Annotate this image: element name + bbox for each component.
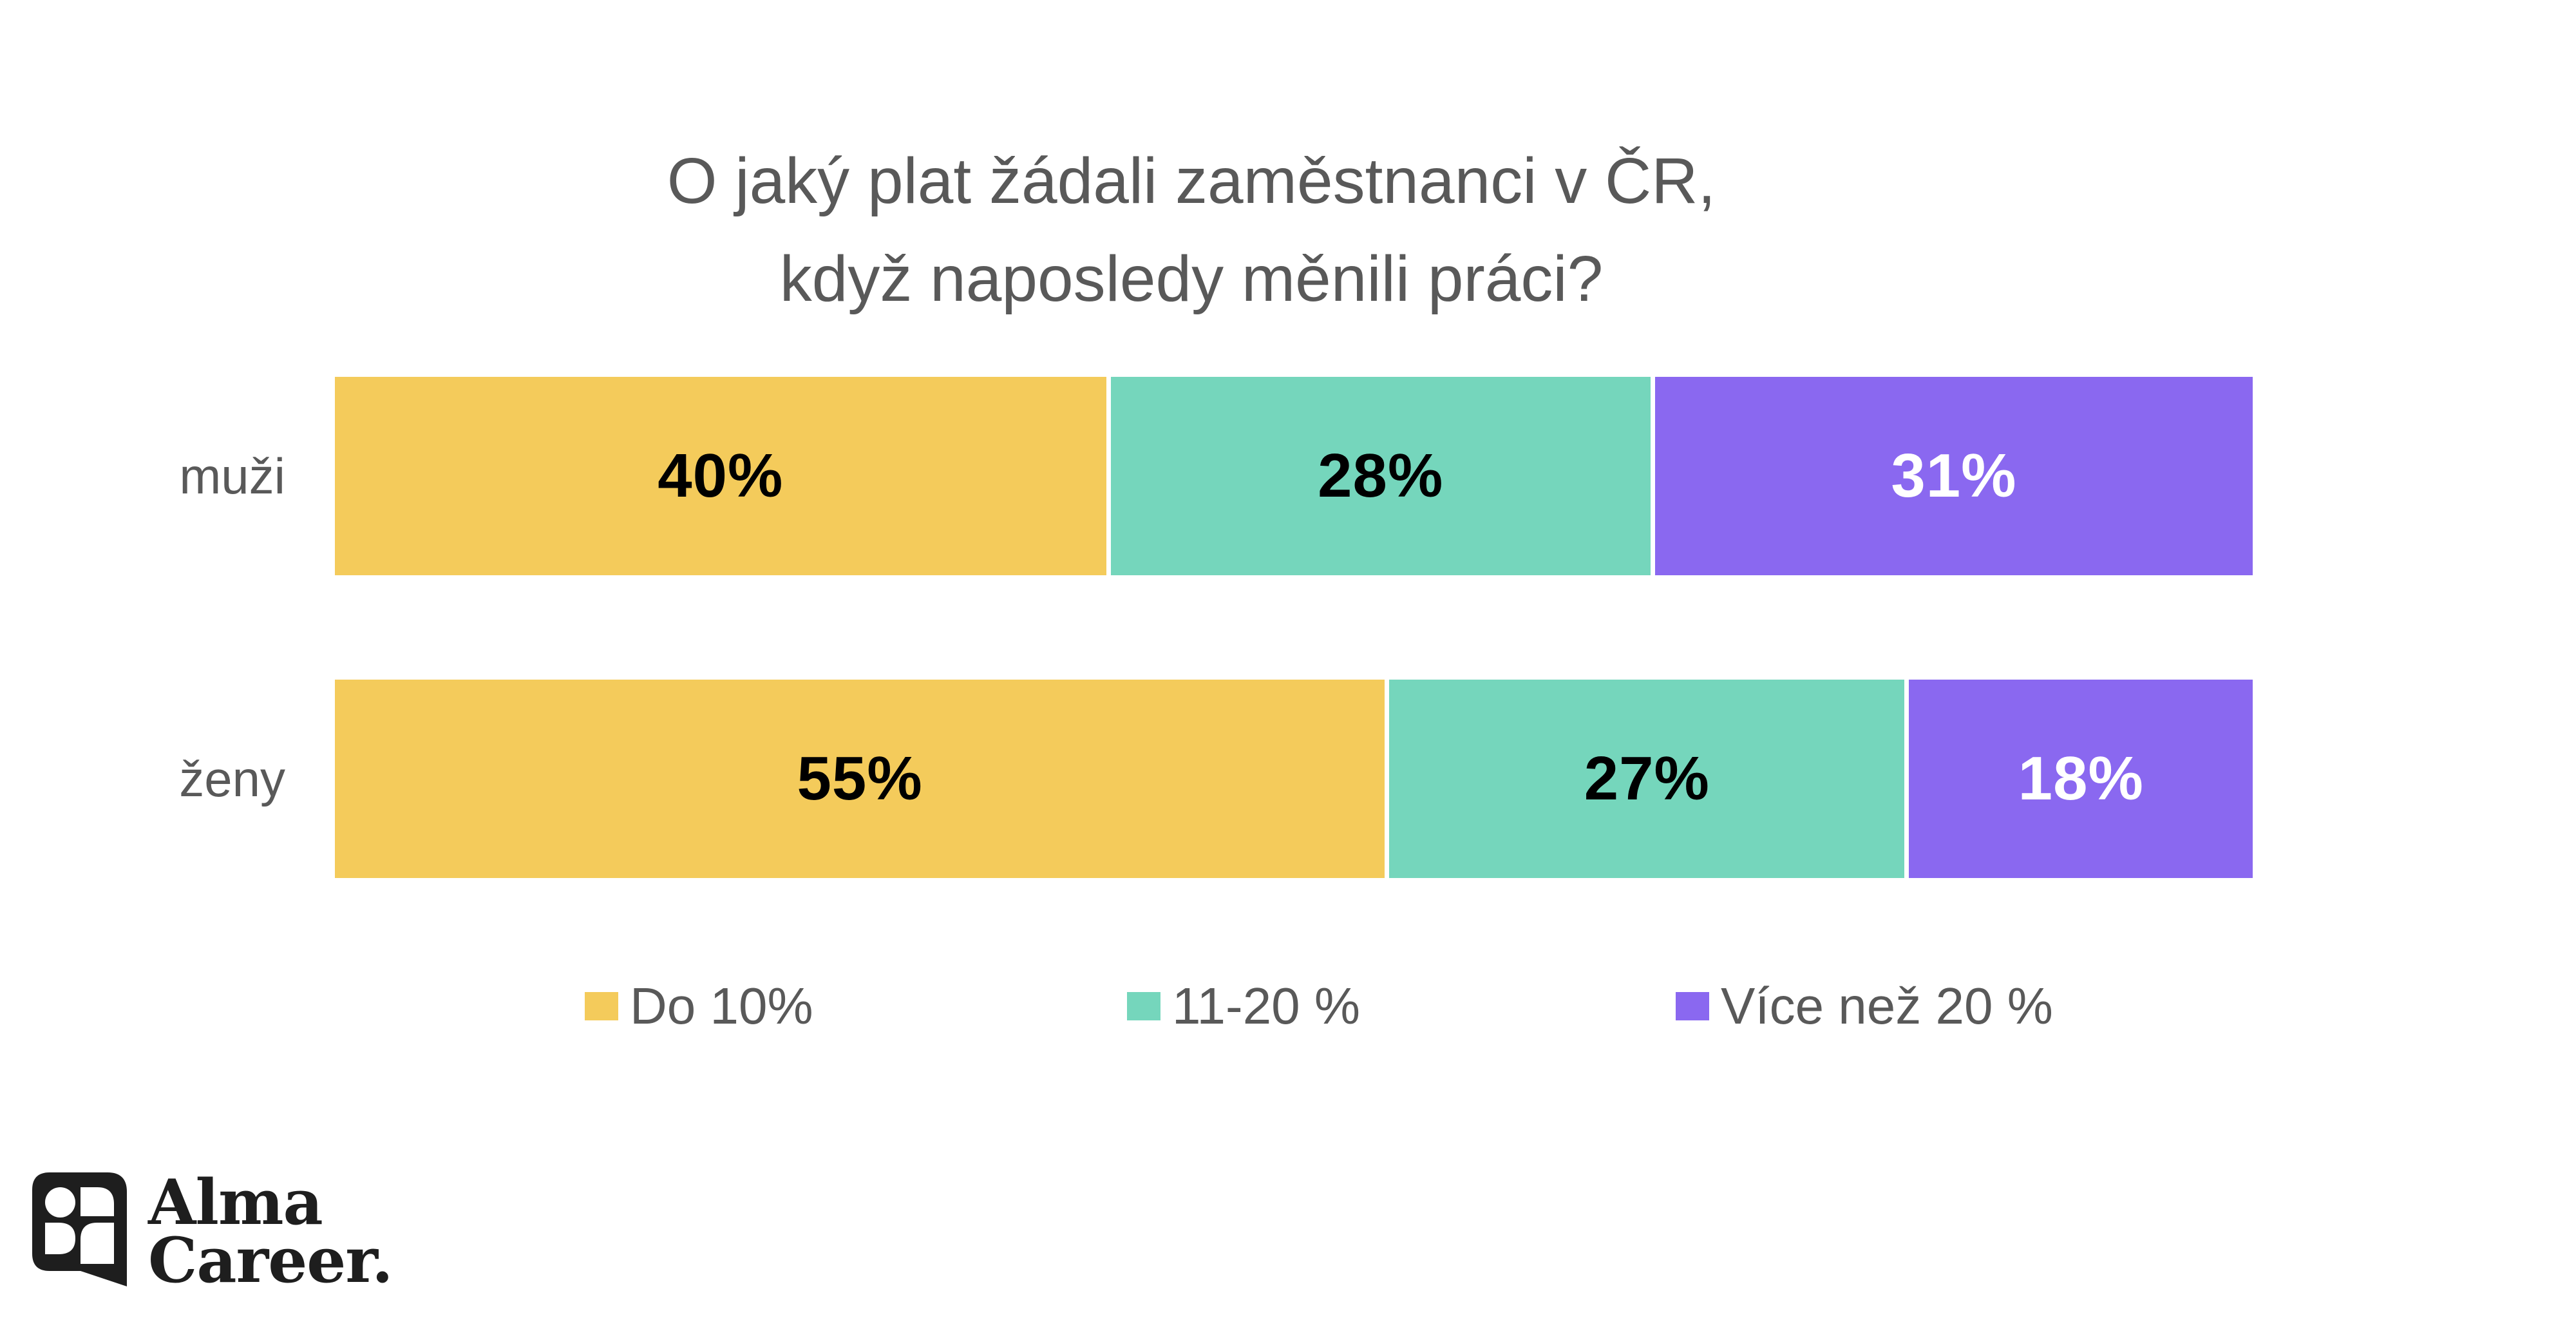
value-label: 31% bbox=[1891, 441, 2017, 510]
value-label: 28% bbox=[1318, 441, 1444, 510]
legend-marker-11-20 bbox=[1127, 992, 1160, 1020]
bar-row-zeny: ženy 55% 27% 18% bbox=[0, 680, 2576, 878]
category-label-zeny: ženy bbox=[179, 750, 285, 807]
chart-title: O jaký plat žádali zaměstnanci v ČR, kdy… bbox=[451, 132, 1932, 328]
legend-marker-do10 bbox=[585, 992, 618, 1020]
legend-item-vice20: Více než 20 % bbox=[1676, 977, 2053, 1035]
bar-segment-zeny-11-20: 27% bbox=[1385, 680, 1905, 878]
bar-track-zeny: 55% 27% 18% bbox=[335, 680, 2253, 878]
bar-segment-muzi-11-20: 28% bbox=[1106, 377, 1651, 575]
bar-segment-zeny-do10: 55% bbox=[335, 680, 1385, 878]
bar-segment-muzi-vice20: 31% bbox=[1650, 377, 2253, 575]
bar-track-muzi: 40% 28% 31% bbox=[335, 377, 2253, 575]
category-label-muzi: muži bbox=[179, 447, 285, 504]
value-label: 40% bbox=[658, 441, 784, 510]
logo-text-line-1: Alma bbox=[148, 1166, 323, 1239]
bar-row-muzi: muži 40% 28% 31% bbox=[0, 377, 2576, 575]
logo-text-line-2: Career. bbox=[148, 1224, 393, 1297]
value-label: 27% bbox=[1584, 744, 1710, 813]
alma-career-logo-wordmark: Alma Career. bbox=[148, 1166, 393, 1297]
legend-marker-vice20 bbox=[1676, 992, 1709, 1020]
alma-career-logo-icon bbox=[32, 1172, 127, 1286]
value-label: 55% bbox=[797, 744, 923, 813]
legend-item-11-20: 11-20 % bbox=[1127, 977, 1361, 1035]
legend-label-vice20: Více než 20 % bbox=[1721, 977, 2053, 1035]
legend-label-11-20: 11-20 % bbox=[1172, 977, 1361, 1035]
value-label: 18% bbox=[2018, 744, 2144, 813]
chart-title-line-2: když naposledy měnili práci? bbox=[779, 243, 1604, 315]
legend-item-do10: Do 10% bbox=[585, 977, 813, 1035]
bar-segment-zeny-vice20: 18% bbox=[1904, 680, 2253, 878]
legend-label-do10: Do 10% bbox=[630, 977, 813, 1035]
bar-segment-muzi-do10: 40% bbox=[335, 377, 1106, 575]
chart-title-line-1: O jaký plat žádali zaměstnanci v ČR, bbox=[667, 145, 1716, 217]
